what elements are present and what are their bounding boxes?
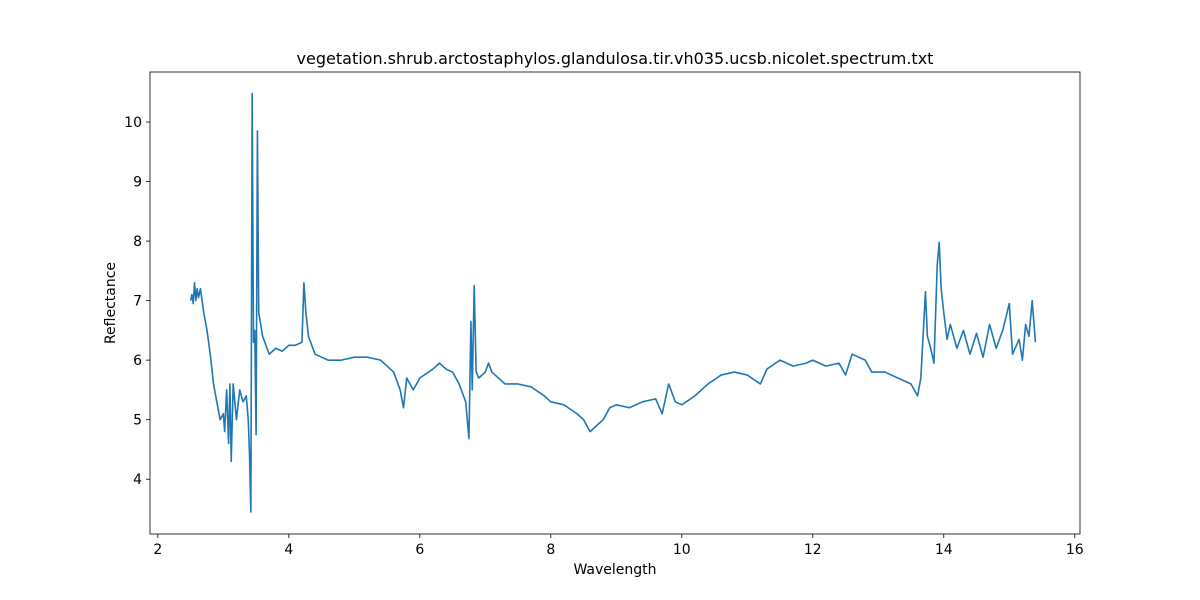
y-tick-label: 8 xyxy=(133,234,142,250)
x-tick-label: 8 xyxy=(546,542,555,558)
x-axis-label: Wavelength xyxy=(573,562,656,578)
x-tick-label: 10 xyxy=(673,542,691,558)
y-tick-label: 9 xyxy=(133,175,142,191)
x-tick-label: 4 xyxy=(284,542,293,558)
y-tick-label: 6 xyxy=(133,353,142,369)
x-tick-label: 6 xyxy=(415,542,424,558)
plot-frame xyxy=(149,71,1081,535)
data-line xyxy=(189,92,1037,513)
x-tick-label: 16 xyxy=(1066,542,1084,558)
x-tick-label: 14 xyxy=(935,542,953,558)
y-tick-label: 4 xyxy=(133,472,142,488)
y-tick-label: 10 xyxy=(124,115,142,131)
y-tick-label: 7 xyxy=(133,294,142,310)
y-axis-label: Reflectance xyxy=(103,262,119,344)
chart-title: vegetation.shrub.arctostaphylos.glandulo… xyxy=(297,49,934,68)
y-tick-label: 5 xyxy=(133,413,142,429)
x-tick-label: 2 xyxy=(153,542,162,558)
x-tick-label: 12 xyxy=(804,542,822,558)
